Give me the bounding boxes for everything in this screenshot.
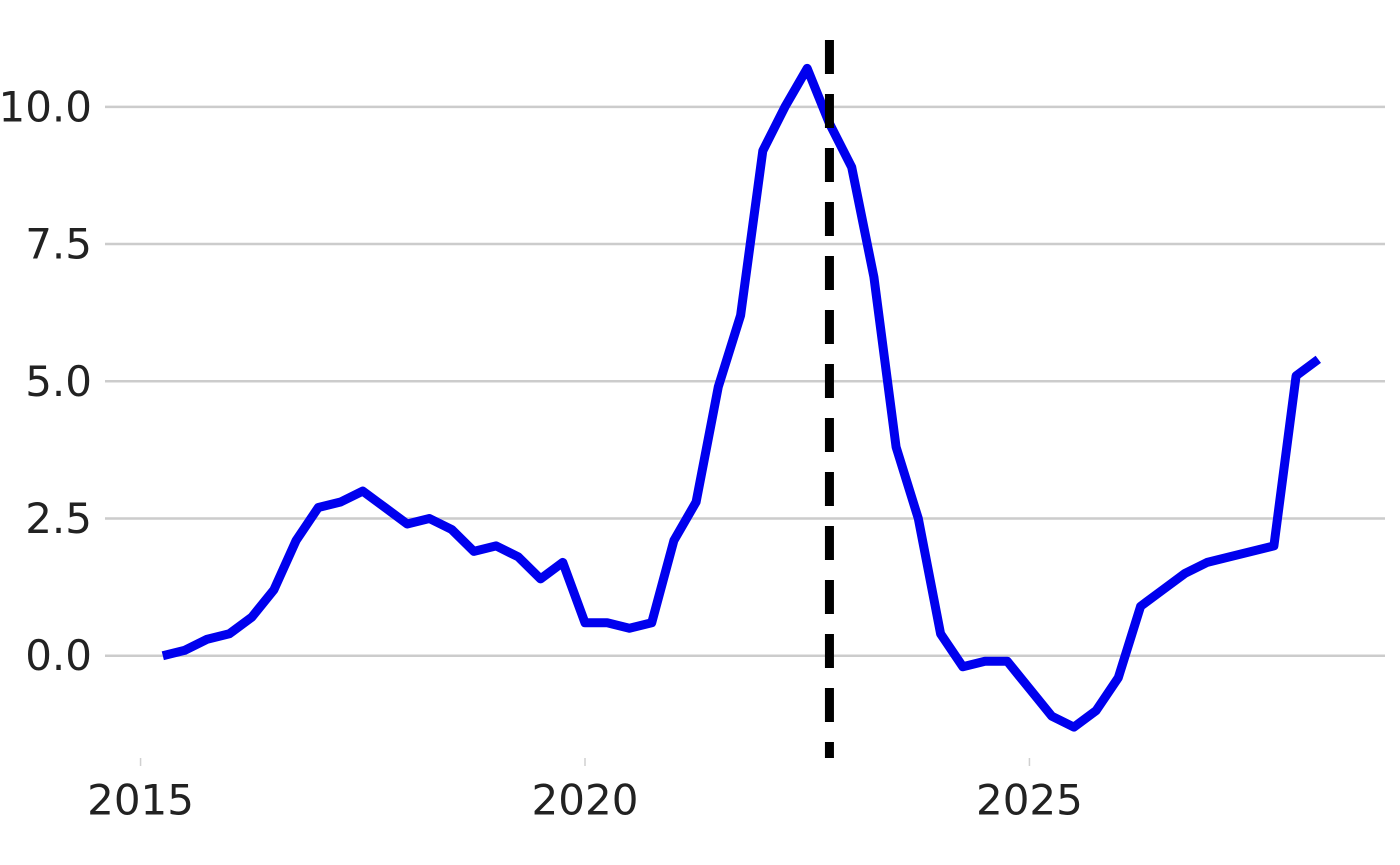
y-tick-label: 10.0 <box>0 82 92 131</box>
x-axis-ticks: 2015 2020 2025 <box>87 758 1083 825</box>
series-line <box>161 63 1321 732</box>
series-layer <box>161 63 1321 732</box>
x-tick-label: 2020 <box>532 776 639 825</box>
x-tick-label: 2015 <box>87 776 194 825</box>
y-tick-label: 2.5 <box>25 494 92 543</box>
y-tick-label: 7.5 <box>25 220 92 269</box>
x-tick-label: 2025 <box>976 776 1083 825</box>
grid-layer <box>105 105 1385 657</box>
y-tick-label: 0.0 <box>25 631 92 680</box>
y-axis-ticks: 0.0 2.5 5.0 7.5 10.0 <box>0 82 92 680</box>
y-tick-label: 5.0 <box>25 357 92 406</box>
